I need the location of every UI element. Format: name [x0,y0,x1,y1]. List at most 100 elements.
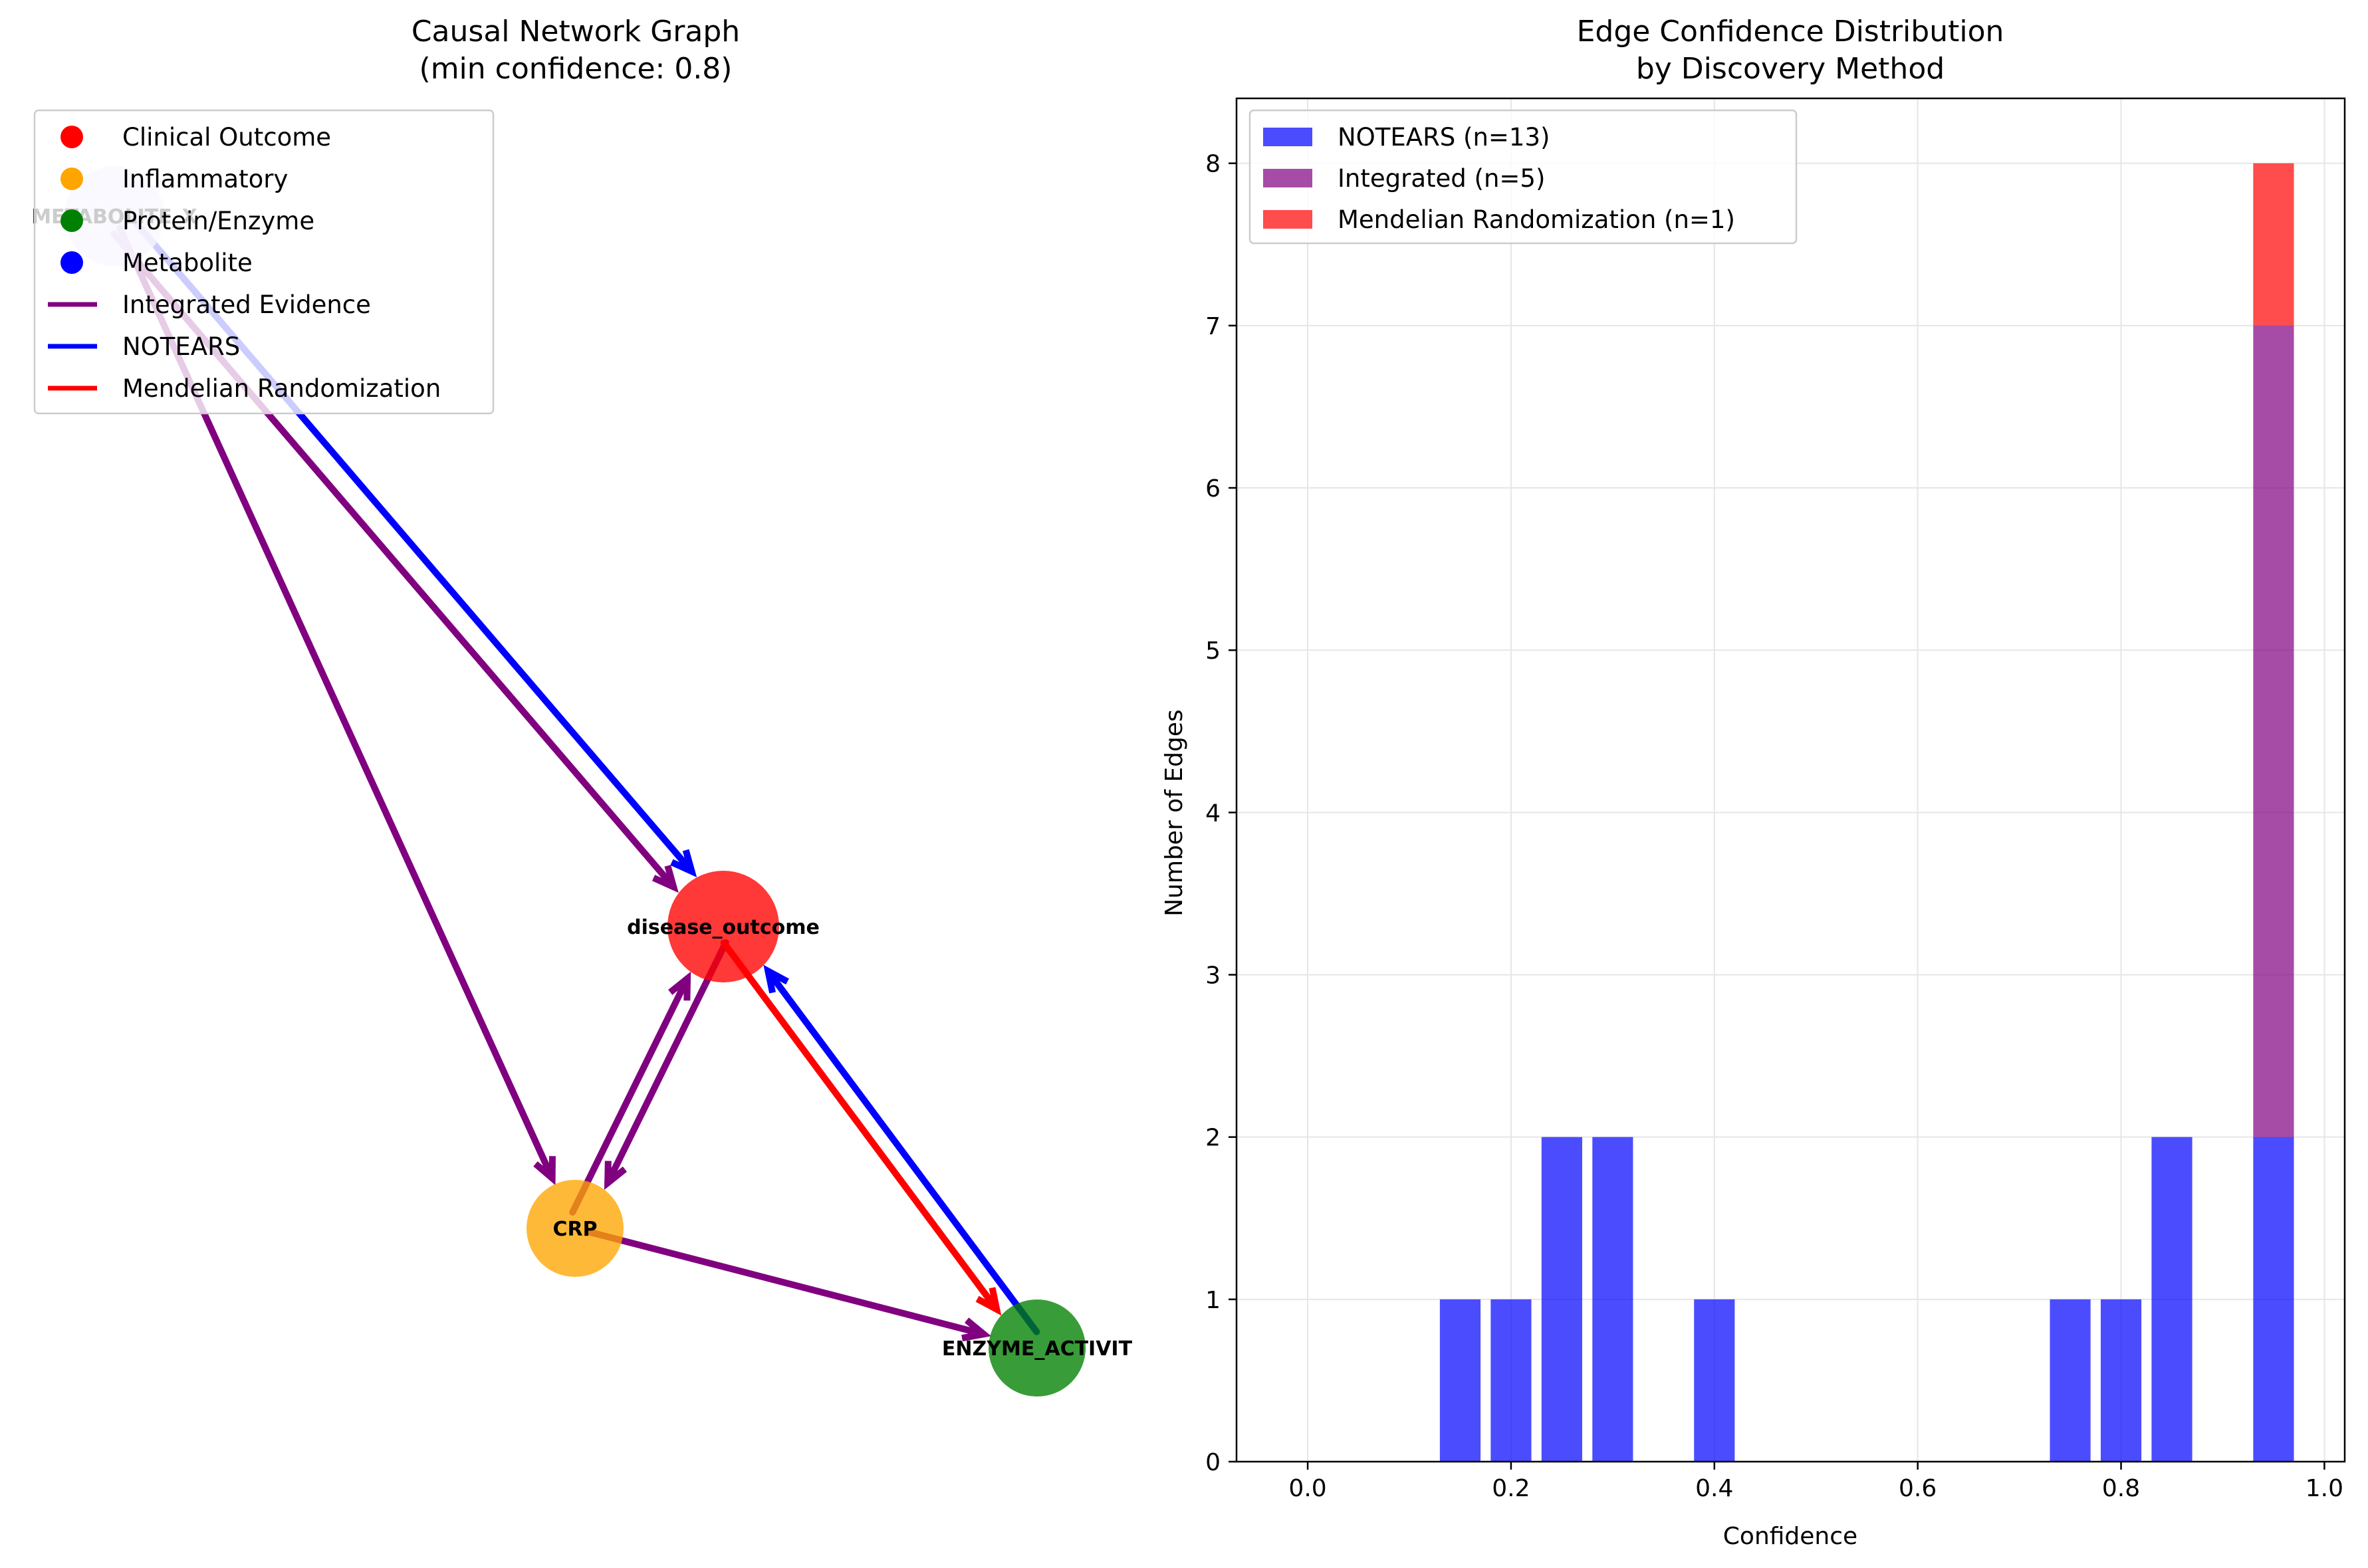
legend-entry-integrated: Integrated (n=5) [1263,164,1545,193]
bar-notears-bin-8 [2253,1137,2294,1462]
legend-entry-mendelian-randomization: Mendelian Randomization (n=1) [1263,205,1735,234]
histogram-bars [1439,163,2294,1462]
network-legend: Clinical Outcome Inflammatory Protein/Enzy… [33,109,495,415]
histogram-legend: NOTEARS (n=13) Integrated (n=5) Mendelian … [1248,109,1798,245]
x-tick-label: 0.2 [1492,1475,1530,1502]
y-tick-label: 2 [1205,1125,1221,1152]
legend-box [33,109,495,415]
bar-notears-bin-6 [2100,1299,2142,1462]
legend-swatch [1263,128,1312,146]
bar-notears-bin-3 [1592,1137,1633,1462]
legend-label: Mendelian Randomization (n=1) [1338,205,1735,234]
legend-label: NOTEARS [122,332,240,361]
y-tick-label: 5 [1205,637,1221,665]
histogram-y-axis-label: Number of Edges [1161,709,1188,917]
bar-notears-bin-1 [1490,1299,1532,1462]
legend-swatch [1263,169,1312,187]
y-tick-label: 4 [1205,800,1221,827]
node-circle [527,1180,624,1277]
legend-label: Protein/Enzyme [122,207,314,235]
bar-notears-bin-7 [2151,1137,2192,1462]
legend-entry-clinical-outcome: Clinical Outcome [60,123,331,152]
edge-arrowhead [533,1156,556,1186]
edge-line [765,968,1040,1335]
edge-line [720,939,1001,1313]
x-tick-label: 1.0 [2306,1475,2343,1502]
legend-label: Integrated Evidence [122,290,371,319]
bar-notears-bin-2 [1541,1137,1582,1462]
x-tick-label: 0.8 [2102,1475,2140,1502]
legend-swatch [1263,210,1312,229]
legend-entry-protein-enzyme: Protein/Enzyme [60,207,314,235]
y-tick-label: 1 [1205,1287,1221,1314]
node-disease-outcome: disease_outcome [627,871,820,982]
legend-label: NOTEARS (n=13) [1338,123,1550,152]
legend-marker [60,251,83,274]
network-title: Causal Network Graph (min confidence: 0.8… [412,15,740,86]
bar-integrated-bin-8 [2253,325,2294,1137]
edge-crp-to-disease-outcome-integrated-evidence [569,971,691,1216]
node-crp: CRP [527,1180,624,1277]
edge-arrowhead [961,1317,992,1342]
legend-label: Mendelian Randomization [122,374,441,403]
edge-line [569,975,691,1216]
edge-arrowhead [670,849,697,877]
y-tick-label: 7 [1205,313,1221,340]
edge-arrowhead [651,865,679,893]
legend-box [1248,109,1798,245]
legend-entry-integrated-evidence: Integrated Evidence [48,290,371,319]
histogram-grid [1237,98,2345,1462]
legend-marker [60,168,83,190]
bar-notears-bin-4 [1694,1299,1735,1462]
legend-entry-notears: NOTEARS (n=13) [1263,123,1550,152]
node-label: CRP [552,1218,597,1241]
histogram-title: Edge Confidence Distribution by Discovery… [1577,15,2004,86]
x-tick-label: 0.4 [1695,1475,1733,1502]
title-line: (min confidence: 0.8) [419,52,733,86]
bar-notears-bin-0 [1439,1299,1481,1462]
edge-line [584,1228,987,1338]
title-line: Edge Confidence Distribution [1577,15,2004,49]
y-tick-label: 8 [1205,151,1221,178]
edge-arrowhead [604,1161,628,1190]
edge-arrowhead [763,964,789,994]
node-circle [667,871,779,982]
node-enzyme-activity: ENZYME_ACTIVIT [942,1299,1133,1397]
node-circle [989,1299,1086,1397]
legend-label: Inflammatory [122,165,288,193]
edge-line [604,939,729,1186]
bar-notears-bin-5 [2050,1299,2091,1462]
legend-entry-mendelian-randomization: Mendelian Randomization [48,374,441,403]
legend-label: Integrated (n=5) [1338,164,1545,193]
node-label: ENZYME_ACTIVIT [942,1337,1133,1361]
bar-mendelian-randomization-bin-8 [2253,163,2294,326]
legend-entry-inflammatory: Inflammatory [60,165,288,193]
confidence-histogram-panel: Edge Confidence Distribution by Discovery… [1161,15,2346,1550]
legend-label: Metabolite [122,249,253,277]
causal-network-panel: Causal Network Graph (min confidence: 0.8… [31,15,1133,1397]
histogram-axes-frame [1235,97,2346,1463]
histogram-x-ticks: 0.0 0.2 0.4 0.6 0.8 1.0 [1288,1462,2343,1502]
histogram-x-axis-label: Confidence [1723,1523,1857,1550]
legend-marker [60,126,83,148]
histogram-y-ticks: 0 1 2 3 4 5 6 7 8 [1205,151,1237,1476]
node-label: disease_outcome [627,916,820,939]
edge-enzyme-activity-to-disease-outcome-notears [763,964,1040,1335]
edge-crp-to-enzyme-activity-integrated-evidence [584,1228,992,1342]
legend-label: Clinical Outcome [122,123,331,152]
edge-disease-outcome-to-crp-integrated-evidence [604,939,729,1190]
edge-disease-outcome-to-enzyme-activity-mendelian-randomization [720,939,1002,1316]
legend-entry-metabolite: Metabolite [60,249,253,277]
title-line: Causal Network Graph [412,15,740,49]
x-tick-label: 0.0 [1288,1475,1326,1502]
y-tick-label: 3 [1205,962,1221,990]
x-tick-label: 0.6 [1899,1475,1937,1502]
legend-entry-notears: NOTEARS [48,332,240,361]
legend-marker [60,209,83,232]
y-tick-label: 6 [1205,475,1221,503]
y-tick-label: 0 [1205,1449,1221,1476]
title-line: by Discovery Method [1636,52,1945,86]
edge-arrowhead [975,1287,1002,1316]
edge-arrowhead [668,971,691,1001]
